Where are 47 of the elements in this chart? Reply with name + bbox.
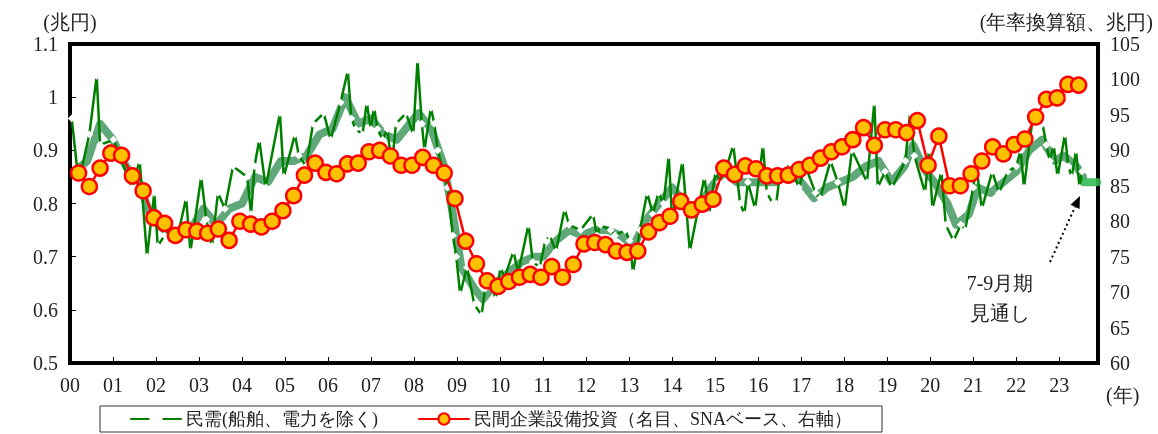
x-tick-label: 16 xyxy=(748,374,769,396)
y2-tick-label: 65 xyxy=(1110,316,1130,339)
x-tick-label: 04 xyxy=(232,374,253,396)
x-tick-label: 21 xyxy=(963,374,984,396)
x-tick-label: 05 xyxy=(275,374,296,396)
x-tick-label: 23 xyxy=(1049,374,1070,396)
y-tick-label: 0.5 xyxy=(33,352,58,374)
x-tick-label: 18 xyxy=(834,374,855,396)
y2-tick-label: 85 xyxy=(1110,174,1130,197)
x-tick-label: 17 xyxy=(791,374,812,396)
y-tick-label: 0.9 xyxy=(33,139,58,162)
x-tick-label: 20 xyxy=(920,374,941,396)
x-axis-title: (年) xyxy=(1106,384,1140,407)
x-tick-label: 09 xyxy=(447,374,468,396)
x-tick-label: 19 xyxy=(877,374,898,396)
y-tick-label: 0.6 xyxy=(33,298,58,321)
y2-tick-label: 90 xyxy=(1110,139,1130,162)
y2-tick-label: 80 xyxy=(1110,210,1130,233)
y2-tick-label: 60 xyxy=(1110,352,1130,374)
y2-tick-label: 75 xyxy=(1110,245,1130,268)
legend-label: 民間企業設備投資（名目、SNAベース、右軸） xyxy=(473,409,852,429)
x-tick-label: 06 xyxy=(318,374,339,396)
annotation: 7-9月期見通し xyxy=(965,271,1035,326)
x-tick-label: 00 xyxy=(60,374,80,396)
x-tick-label: 13 xyxy=(619,374,640,396)
x-tick-label: 15 xyxy=(705,374,726,396)
y-tick-label: 1.1 xyxy=(33,33,58,55)
y2-axis-title: (年率換算額、兆円) xyxy=(979,11,1153,34)
y2-tick-label: 95 xyxy=(1110,103,1130,126)
x-tick-label: 01 xyxy=(103,374,124,396)
y2-tick-label: 105 xyxy=(1110,33,1140,55)
y-tick-label: 0.8 xyxy=(33,192,58,215)
y2-tick-label: 70 xyxy=(1110,281,1130,304)
y-axis-title: (兆円) xyxy=(43,11,97,34)
x-tick-label: 12 xyxy=(576,374,597,396)
x-tick-label: 03 xyxy=(189,374,210,396)
x-tick-label: 07 xyxy=(361,374,382,396)
x-tick-label: 02 xyxy=(146,374,167,396)
x-tick-label: 22 xyxy=(1006,374,1027,396)
y2-tick-label: 100 xyxy=(1110,68,1140,91)
legend-label: 民需(船舶、電力を除く) xyxy=(186,409,378,430)
y-tick-label: 1 xyxy=(48,86,58,109)
x-tick-label: 08 xyxy=(404,374,425,396)
x-tick-label: 14 xyxy=(662,374,683,396)
x-tick-label: 10 xyxy=(490,374,511,396)
y-tick-label: 0.7 xyxy=(33,245,58,268)
x-tick-label: 11 xyxy=(533,374,553,396)
